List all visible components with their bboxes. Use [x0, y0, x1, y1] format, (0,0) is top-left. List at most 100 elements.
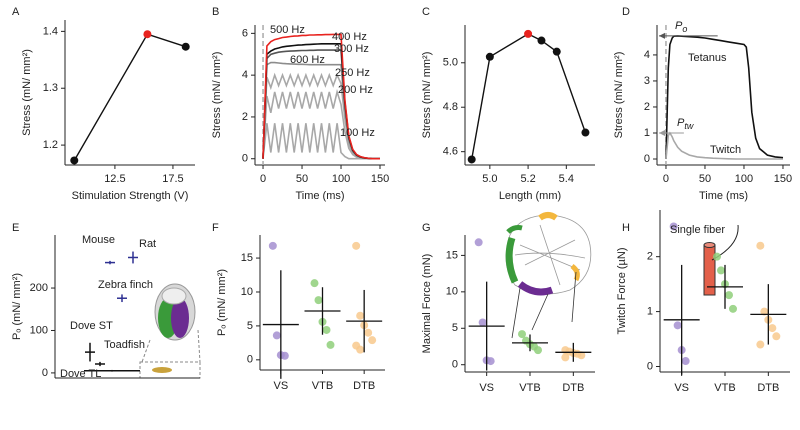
x-axis-label: Length (mm)	[499, 190, 561, 202]
point	[673, 321, 682, 330]
point	[314, 296, 323, 305]
x-tick-label: 50	[699, 173, 711, 185]
y-tick-label: 3	[644, 75, 650, 87]
y-tick-label: 0	[42, 367, 48, 379]
point	[70, 156, 79, 165]
y-tick-label: 200	[30, 282, 48, 294]
point	[352, 241, 361, 250]
point	[364, 328, 373, 337]
line-series	[665, 131, 783, 160]
annotation-sub: o	[682, 24, 687, 34]
point	[756, 340, 765, 349]
x-tick-label: VS	[273, 380, 288, 392]
point-label: Toadfish	[104, 339, 145, 351]
point	[772, 332, 781, 341]
point	[534, 346, 542, 355]
y-tick-label: 0	[647, 360, 653, 372]
series-label: 250 Hz	[335, 67, 370, 79]
point	[478, 318, 487, 327]
point	[561, 353, 570, 362]
panel-letter: A	[12, 6, 20, 18]
point	[537, 36, 546, 45]
x-tick-label: DTB	[562, 382, 584, 394]
y-axis-label: Stress (mN/ mm²)	[613, 52, 625, 139]
x-tick-label: 150	[774, 173, 792, 185]
y-tick-label: 10	[241, 286, 253, 298]
x-tick-label: DTB	[757, 382, 779, 394]
line-series	[665, 35, 784, 160]
y-tick-label: 15	[446, 249, 458, 261]
panel-letter: F	[212, 222, 219, 234]
point	[518, 330, 526, 339]
point	[756, 241, 765, 250]
y-tick-label: 4.8	[443, 101, 458, 113]
annotation: Po	[675, 20, 687, 34]
y-tick-label: 2	[644, 101, 650, 113]
y-tick-label: 100	[30, 324, 48, 336]
x-tick-label: VTB	[519, 382, 540, 394]
annotation: Ptw	[677, 117, 694, 131]
point-label: Dove TL	[60, 368, 101, 380]
point	[577, 351, 586, 360]
line-series	[471, 33, 587, 160]
point-label: Rat	[139, 238, 156, 250]
x-tick-label: 5.2	[520, 173, 535, 185]
series-label: 100 Hz	[340, 127, 375, 139]
x-tick-label: 0	[663, 173, 669, 185]
x-axis-label: Time (ms)	[699, 190, 748, 202]
y-tick-label: 15	[241, 252, 253, 264]
point	[524, 29, 533, 38]
point	[356, 345, 365, 354]
point	[474, 238, 483, 247]
point	[581, 128, 590, 137]
point	[552, 47, 561, 56]
annotation-text: P	[675, 20, 683, 32]
arrow-head	[659, 129, 665, 136]
y-tick-label: 0	[644, 153, 650, 165]
y-tick-label: 4	[242, 69, 248, 81]
point	[768, 324, 777, 333]
y-tick-label: 6	[242, 27, 248, 39]
y-tick-label: 1	[647, 305, 653, 317]
y-axis-label: Stress (mN/ mm²)	[21, 49, 33, 136]
x-tick-label: VTB	[312, 380, 333, 392]
annotation-text: P	[677, 117, 685, 129]
x-tick-label: 100	[735, 173, 753, 185]
x-axis-label: Stimulation Strength (V)	[72, 190, 189, 202]
point	[467, 155, 476, 164]
point	[717, 266, 725, 275]
y-tick-label: 0	[242, 153, 248, 165]
x-tick-label: 100	[332, 173, 350, 185]
point	[181, 42, 190, 51]
x-tick-label: 12.5	[104, 173, 125, 185]
y-axis-label: Twitch Force (µN)	[616, 247, 628, 334]
y-tick-label: 4.6	[443, 146, 458, 158]
panel-letter: H	[622, 222, 630, 234]
point	[669, 222, 678, 231]
point	[272, 331, 281, 340]
series-label: 500 Hz	[270, 24, 305, 36]
point-label: Mouse	[82, 234, 115, 246]
series-label: Twitch	[710, 144, 741, 156]
y-axis-label: Stress (mN/ mm²)	[421, 52, 433, 139]
point	[368, 336, 377, 345]
y-tick-label: 10	[446, 286, 458, 298]
y-tick-label: 0	[452, 359, 458, 371]
x-tick-label: 50	[296, 173, 308, 185]
y-axis-label: Pₒ (mN/ mm²)	[216, 269, 228, 336]
panel-letter: C	[422, 6, 430, 18]
point	[268, 241, 277, 250]
series-label: Tetanus	[688, 52, 727, 64]
point	[729, 304, 737, 313]
point-label: Dove ST	[70, 320, 113, 332]
x-tick-label: 150	[371, 173, 389, 185]
y-axis-label: Pₒ (mN/ mm²)	[11, 273, 23, 340]
y-axis-label: Stress (mN/ mm²)	[211, 52, 223, 139]
series-label: 400 Hz	[332, 31, 367, 43]
x-tick-label: 0	[260, 173, 266, 185]
series-label: 600 Hz	[290, 54, 325, 66]
x-tick-label: 5.4	[559, 173, 574, 185]
x-tick-label: VTB	[714, 382, 735, 394]
point	[681, 357, 690, 366]
x-tick-label: 17.5	[162, 173, 183, 185]
